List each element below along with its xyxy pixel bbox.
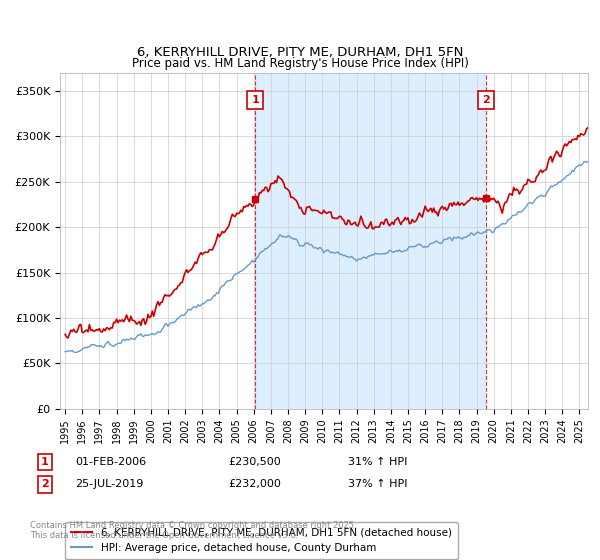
Legend: 6, KERRYHILL DRIVE, PITY ME, DURHAM, DH1 5FN (detached house), HPI: Average pric: 6, KERRYHILL DRIVE, PITY ME, DURHAM, DH1…: [65, 521, 458, 559]
Text: £230,500: £230,500: [228, 457, 281, 467]
Text: 2: 2: [41, 479, 49, 489]
Text: 2: 2: [482, 95, 490, 105]
Text: 37% ↑ HPI: 37% ↑ HPI: [348, 479, 407, 489]
Text: Contains HM Land Registry data © Crown copyright and database right 2025.
This d: Contains HM Land Registry data © Crown c…: [30, 521, 356, 540]
Text: 31% ↑ HPI: 31% ↑ HPI: [348, 457, 407, 467]
Text: 6, KERRYHILL DRIVE, PITY ME, DURHAM, DH1 5FN: 6, KERRYHILL DRIVE, PITY ME, DURHAM, DH1…: [137, 46, 463, 59]
Text: 1: 1: [251, 95, 259, 105]
Text: Price paid vs. HM Land Registry's House Price Index (HPI): Price paid vs. HM Land Registry's House …: [131, 57, 469, 70]
Text: 1: 1: [41, 457, 49, 467]
Text: £232,000: £232,000: [228, 479, 281, 489]
Bar: [255, 73, 486, 409]
Text: 25-JUL-2019: 25-JUL-2019: [75, 479, 143, 489]
Text: 01-FEB-2006: 01-FEB-2006: [75, 457, 146, 467]
